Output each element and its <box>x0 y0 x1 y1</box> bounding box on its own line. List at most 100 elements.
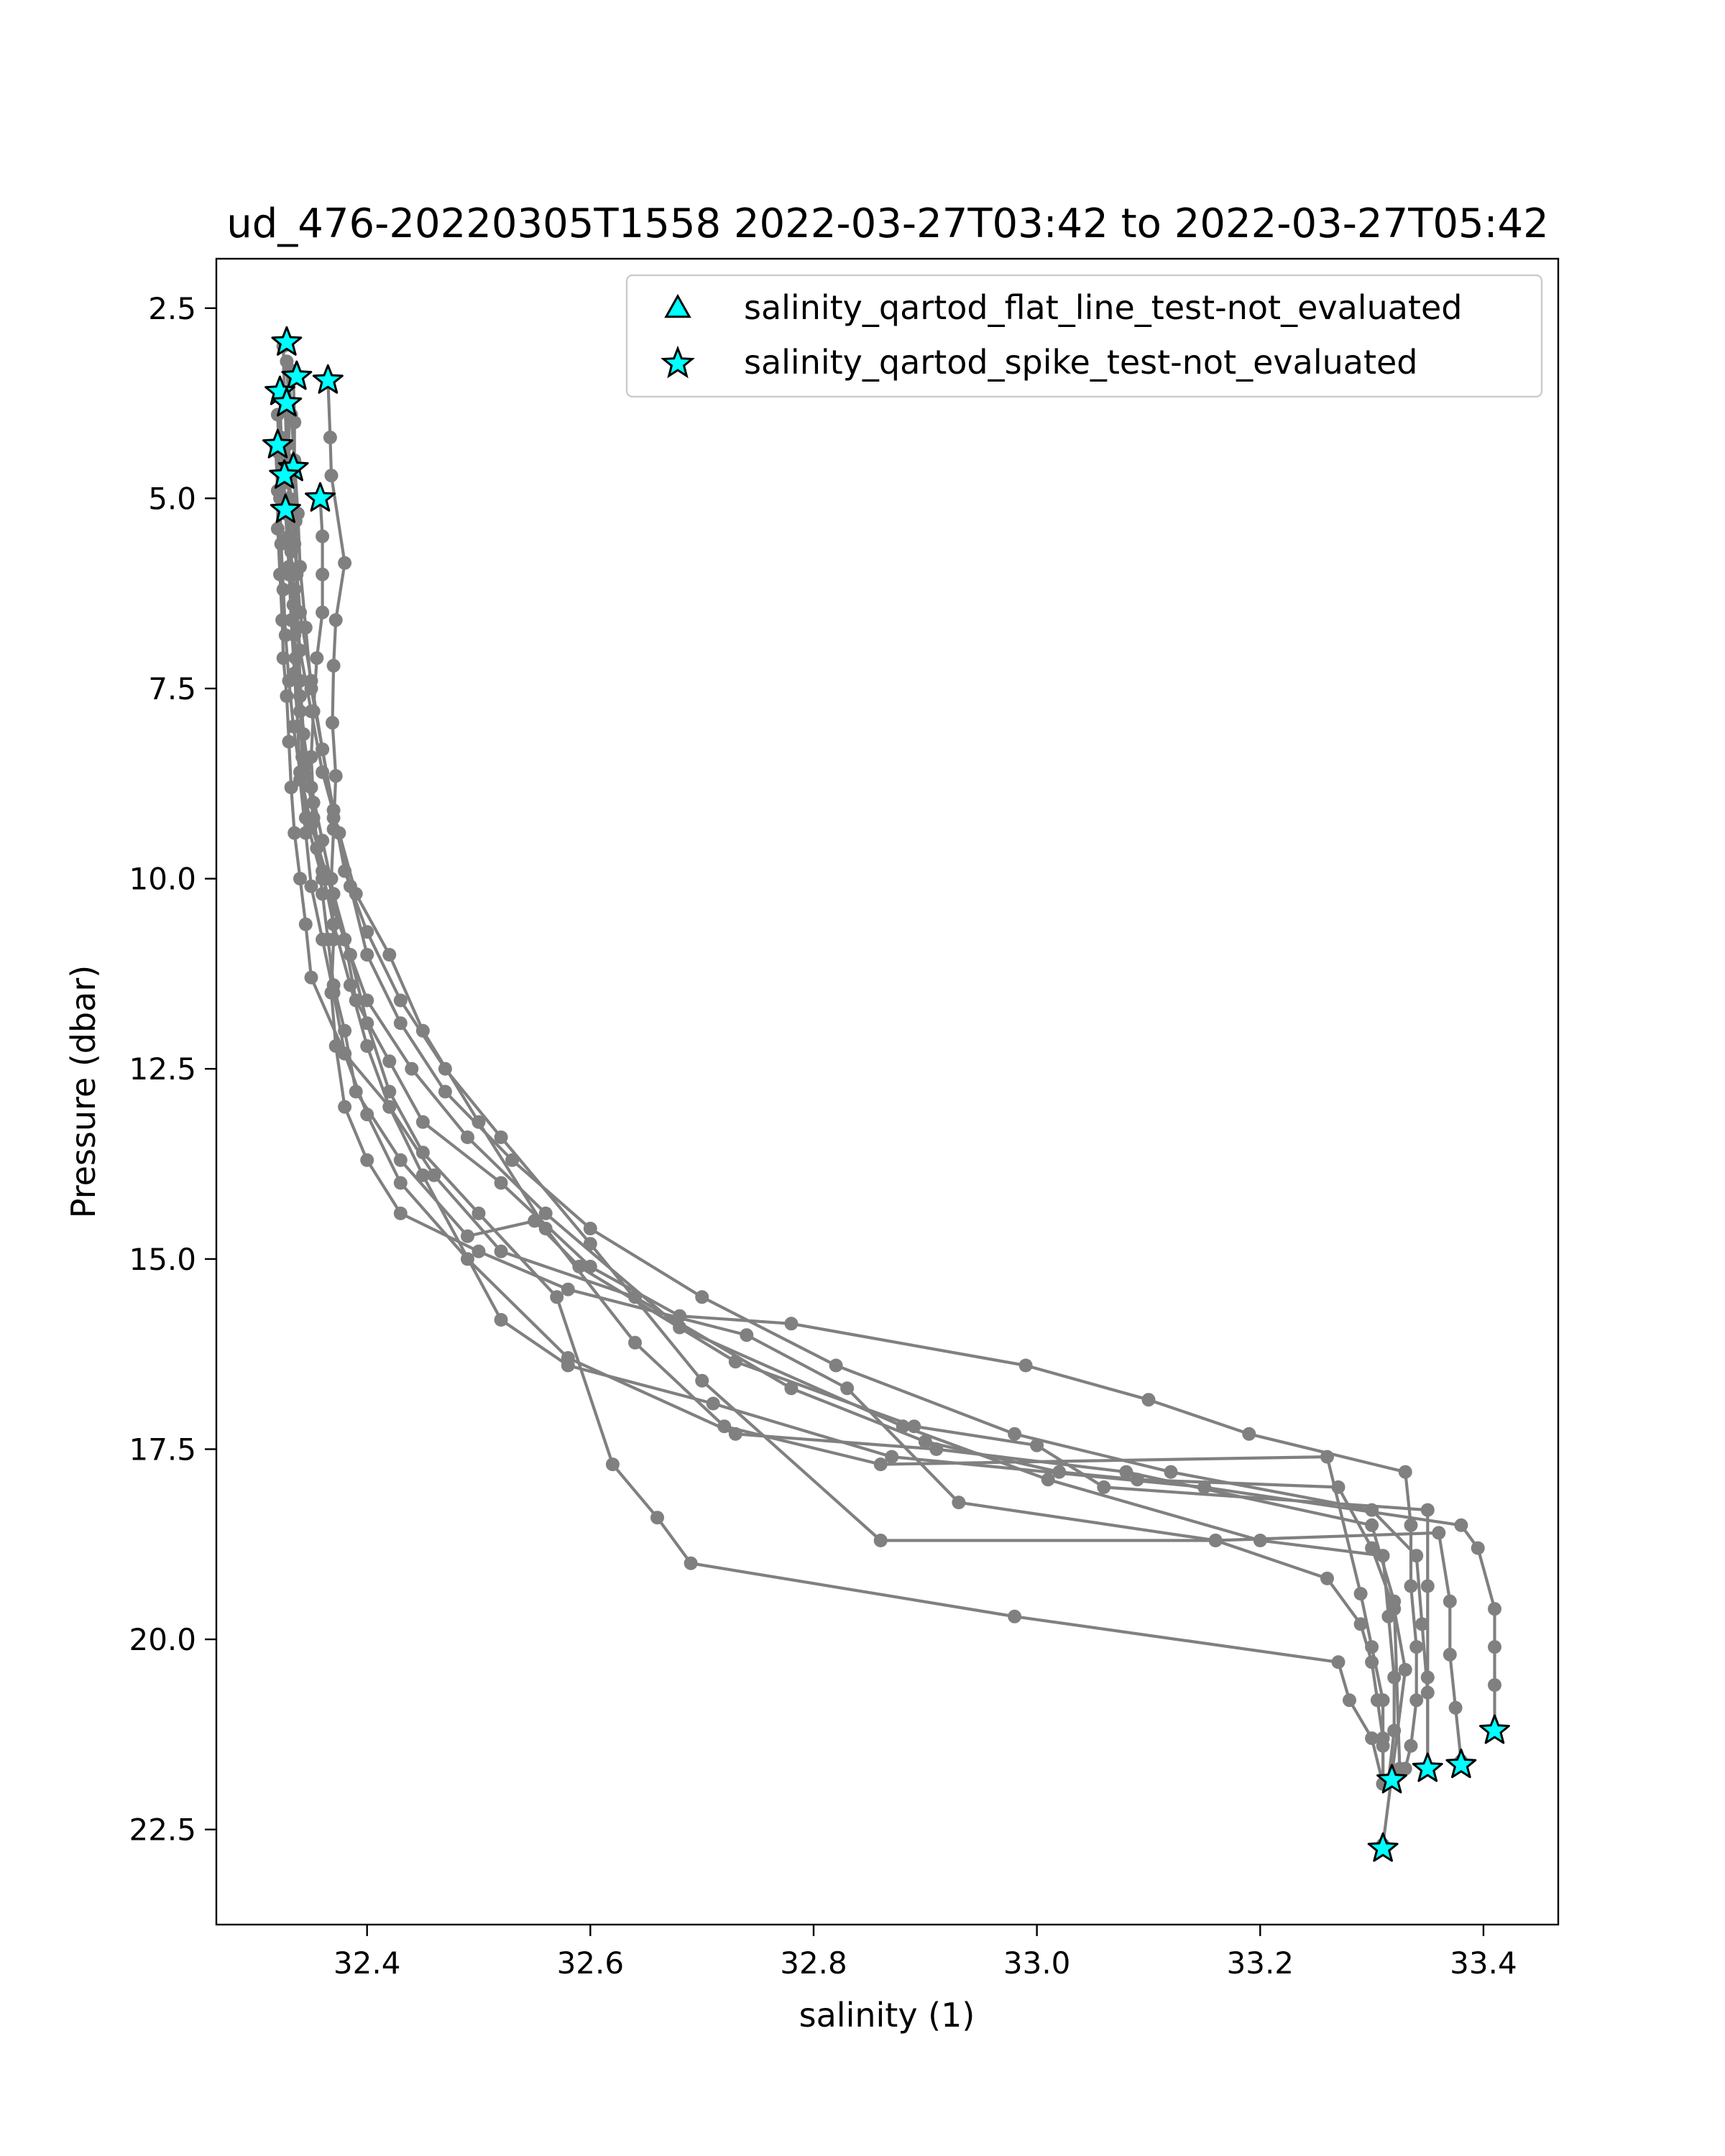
data-point <box>1409 1640 1424 1654</box>
data-point <box>293 872 307 886</box>
y-tick-label: 10.0 <box>129 862 196 897</box>
chart-title: ud_476-20220305T1558 2022-03-27T03:42 to… <box>226 201 1549 247</box>
data-point <box>1387 1670 1402 1685</box>
data-point <box>382 1100 397 1114</box>
data-point <box>650 1511 664 1525</box>
data-point <box>1320 1571 1334 1585</box>
data-point <box>293 704 307 719</box>
data-point <box>1443 1647 1457 1662</box>
x-axis-label: salinity (1) <box>799 1996 975 2035</box>
spike-flag-star-marker <box>305 482 336 512</box>
data-point <box>1119 1465 1133 1479</box>
data-point <box>840 1381 855 1396</box>
data-point <box>306 811 321 825</box>
data-point <box>494 1244 508 1258</box>
data-point <box>873 1534 888 1547</box>
data-point <box>304 879 318 893</box>
data-point <box>673 1320 687 1335</box>
y-tick-label: 20.0 <box>129 1622 196 1657</box>
data-point <box>1432 1526 1446 1540</box>
data-point <box>561 1358 575 1373</box>
data-point <box>316 932 330 946</box>
data-point <box>605 1457 620 1472</box>
data-point <box>1331 1655 1346 1669</box>
data-point <box>717 1419 732 1434</box>
data-point <box>1197 1480 1212 1494</box>
data-point <box>1488 1678 1501 1692</box>
data-point <box>326 887 341 901</box>
data-point <box>1404 1518 1418 1532</box>
data-point <box>316 605 330 619</box>
data-point <box>538 1222 553 1235</box>
data-point <box>276 582 290 596</box>
data-point <box>393 1206 408 1220</box>
data-point <box>740 1328 754 1342</box>
data-point <box>1141 1393 1156 1407</box>
data-point <box>1343 1693 1356 1708</box>
y-tick-label: 15.0 <box>129 1242 196 1277</box>
spike-flag-star-marker <box>262 428 293 459</box>
data-point <box>873 1457 888 1472</box>
y-tick-label: 22.5 <box>129 1812 196 1848</box>
data-point <box>1353 1617 1368 1631</box>
data-point <box>1353 1587 1368 1601</box>
data-point <box>472 1206 486 1220</box>
spike-flag-star-marker <box>1445 1749 1477 1779</box>
x-tick-label: 32.6 <box>557 1945 625 1981</box>
data-point <box>952 1496 966 1510</box>
data-point <box>393 1176 408 1190</box>
data-point <box>427 1168 441 1182</box>
data-point <box>1164 1465 1178 1479</box>
data-point <box>1420 1503 1435 1517</box>
data-point <box>316 529 330 543</box>
data-point <box>360 1039 374 1053</box>
spike-flag-star-marker <box>281 360 313 390</box>
data-point <box>326 811 341 825</box>
flag-marker-layer <box>262 326 1510 1862</box>
data-point <box>1420 1579 1435 1593</box>
data-point <box>896 1419 910 1434</box>
y-tick-label: 17.5 <box>129 1432 196 1467</box>
data-point <box>298 757 313 772</box>
data-point <box>310 651 324 665</box>
x-tick-label: 32.4 <box>334 1945 401 1981</box>
data-point <box>282 734 296 749</box>
data-point <box>278 628 293 642</box>
data-point <box>1409 1693 1424 1708</box>
data-point <box>784 1381 799 1396</box>
data-point <box>1253 1534 1267 1547</box>
legend-item-spike: salinity_qartod_spike_test-not_evaluated <box>661 343 1417 382</box>
data-point <box>393 993 408 1008</box>
series-layer <box>268 339 1501 1852</box>
data-point <box>706 1396 720 1411</box>
data-point <box>415 1115 430 1129</box>
data-point <box>288 415 302 430</box>
data-point <box>1018 1358 1033 1373</box>
y-axis-label: Pressure (dbar) <box>64 965 103 1218</box>
data-point <box>304 970 318 985</box>
spike-flag-star-marker <box>269 459 300 489</box>
data-point <box>293 605 307 619</box>
data-point <box>1398 1465 1412 1479</box>
data-point <box>324 469 339 483</box>
data-point <box>1041 1473 1055 1487</box>
data-point <box>505 1153 520 1167</box>
data-point <box>343 948 357 962</box>
spike-flag-star-marker <box>1479 1714 1510 1744</box>
data-point <box>360 1107 374 1122</box>
data-point <box>316 567 330 581</box>
data-point <box>561 1282 575 1296</box>
data-point <box>288 651 303 665</box>
legend-item-flat-line: salinity_qartod_flat_line_test-not_evalu… <box>664 288 1462 327</box>
y-tick-label: 2.5 <box>148 291 196 326</box>
data-point <box>684 1556 698 1570</box>
data-point <box>829 1358 843 1373</box>
data-point <box>360 1016 374 1031</box>
data-point <box>405 1061 419 1076</box>
data-point <box>326 917 341 931</box>
data-point <box>1448 1700 1463 1715</box>
data-point <box>304 673 318 688</box>
data-point <box>1381 1609 1396 1623</box>
data-point <box>293 773 307 787</box>
